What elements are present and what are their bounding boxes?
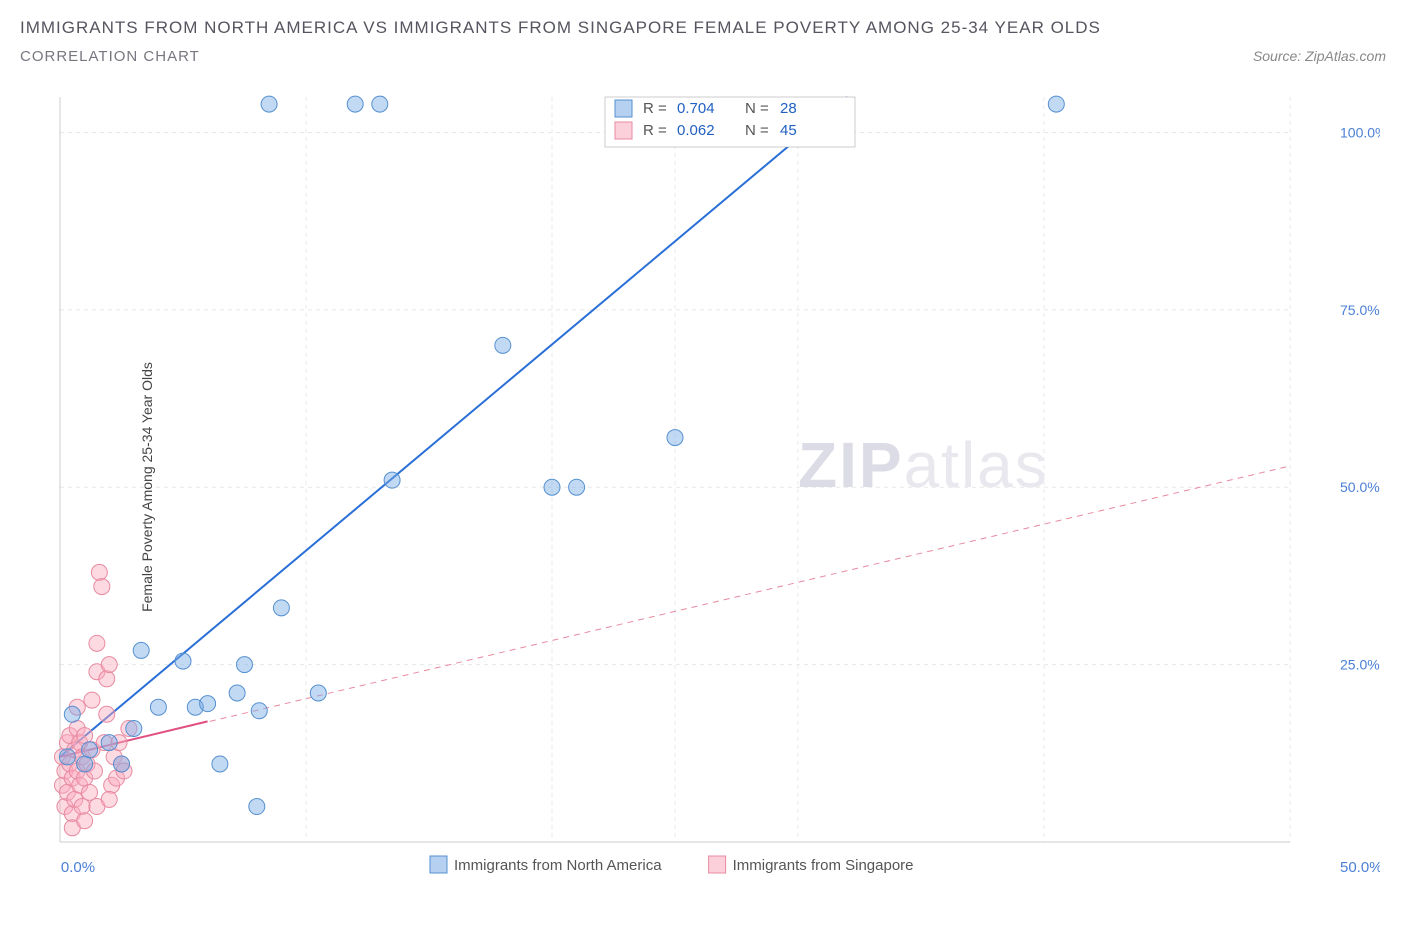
data-point <box>372 96 388 112</box>
data-point <box>544 479 560 495</box>
data-point <box>77 728 93 744</box>
data-point <box>59 749 75 765</box>
data-point <box>77 756 93 772</box>
data-point <box>64 706 80 722</box>
data-point <box>101 735 117 751</box>
data-point <box>495 337 511 353</box>
data-point <box>229 685 245 701</box>
y-tick-label: 75.0% <box>1340 302 1380 318</box>
data-point <box>212 756 228 772</box>
legend-swatch <box>615 122 632 139</box>
chart-title: IMMIGRANTS FROM NORTH AMERICA VS IMMIGRA… <box>20 18 1386 38</box>
source-label: Source: ZipAtlas.com <box>1253 48 1386 64</box>
data-point <box>89 635 105 651</box>
data-point <box>347 96 363 112</box>
data-point <box>249 799 265 815</box>
data-point <box>261 96 277 112</box>
legend-n-label: N = <box>745 100 769 117</box>
data-point <box>91 564 107 580</box>
header-block: IMMIGRANTS FROM NORTH AMERICA VS IMMIGRA… <box>0 0 1406 69</box>
data-point <box>273 600 289 616</box>
y-axis-label: Female Poverty Among 25-34 Year Olds <box>139 362 155 612</box>
x-tick-label: 0.0% <box>61 859 95 876</box>
legend-n-value: 28 <box>780 100 797 117</box>
data-point <box>82 784 98 800</box>
data-point <box>126 720 142 736</box>
bottom-legend-swatch <box>709 856 726 873</box>
data-point <box>1048 96 1064 112</box>
legend-r-label: R = <box>643 100 667 117</box>
bottom-legend-label: Immigrants from North America <box>454 857 662 874</box>
correlation-scatter-chart: 25.0% 50.0% 75.0% 100.0% ZIPatlas R = 0.704 N =… <box>50 92 1380 882</box>
bottom-legend-swatch <box>430 856 447 873</box>
chart-container: Female Poverty Among 25-34 Year Olds 25.… <box>50 92 1380 882</box>
chart-subtitle: CORRELATION CHART <box>20 48 200 65</box>
data-point <box>99 671 115 687</box>
watermark-text: ZIPatlas <box>798 429 1049 501</box>
data-point <box>310 685 326 701</box>
y-tick-label: 50.0% <box>1340 479 1380 495</box>
data-point <box>133 642 149 658</box>
legend-r-value: 0.062 <box>677 122 715 139</box>
legend-r-label: R = <box>643 122 667 139</box>
data-point <box>384 472 400 488</box>
data-point <box>101 657 117 673</box>
data-point <box>101 791 117 807</box>
legend-n-label: N = <box>745 122 769 139</box>
data-point <box>150 699 166 715</box>
data-point <box>82 742 98 758</box>
data-point <box>94 579 110 595</box>
data-point <box>667 430 683 446</box>
data-point <box>114 756 130 772</box>
data-point <box>237 657 253 673</box>
data-point <box>200 696 216 712</box>
data-point <box>569 479 585 495</box>
y-tick-label: 100.0% <box>1340 124 1380 140</box>
x-tick-label: 50.0% <box>1340 859 1380 876</box>
data-point <box>84 692 100 708</box>
data-point <box>175 653 191 669</box>
subtitle-row: CORRELATION CHART Source: ZipAtlas.com <box>20 48 1386 65</box>
legend-r-value: 0.704 <box>677 100 715 117</box>
legend-swatch <box>615 100 632 117</box>
data-point <box>77 813 93 829</box>
legend-n-value: 45 <box>780 122 797 139</box>
data-point <box>251 703 267 719</box>
data-point <box>74 799 90 815</box>
data-point <box>99 706 115 722</box>
bottom-legend-label: Immigrants from Singapore <box>733 857 914 874</box>
y-tick-label: 25.0% <box>1340 657 1380 673</box>
